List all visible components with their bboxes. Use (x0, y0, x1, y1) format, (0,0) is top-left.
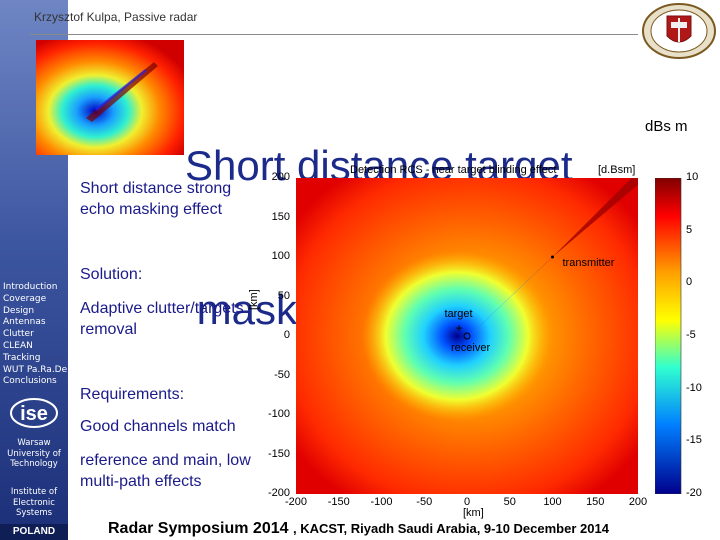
y-tick-label: -100 (267, 408, 290, 420)
nav-item-introduction[interactable]: Introduction (3, 282, 58, 292)
blinding-beam-extension (552, 178, 638, 257)
institute-line: Electronic (13, 497, 55, 508)
university-line: Warsaw (17, 438, 51, 448)
solution-text: Adaptive clutter/targets removal (80, 300, 244, 338)
university-name: Warsaw University of Technology (0, 438, 68, 470)
country-label: POLAND (0, 524, 68, 540)
y-tick-label: -50 (274, 368, 290, 381)
colorbar-unit-label: dBs m (645, 118, 688, 135)
receiver-label: receiver (451, 342, 491, 354)
y-tick-label: 150 (271, 210, 290, 223)
ise-logo: ise (10, 398, 58, 428)
x-tick-label: -50 (416, 496, 433, 508)
x-tick-label: -100 (370, 496, 393, 508)
colorbar-tick-label: -20 (686, 487, 702, 499)
y-tick-label: 50 (277, 289, 290, 302)
chart-title: Detection RCS - near target blinding eff… (350, 164, 557, 176)
bullet-masking: Short distance strong echo masking effec… (80, 180, 232, 218)
nav-item-clean[interactable]: CLEAN (3, 340, 33, 351)
blinding-beam (463, 254, 556, 342)
nav-item-antennas[interactable]: Antennas (3, 317, 46, 328)
institute-name: Institute of Electronic Systems (0, 487, 68, 519)
colorbar-tick-label: -10 (686, 381, 702, 394)
y-axis-label: [km] (248, 289, 260, 310)
y-tick-label: -200 (267, 487, 290, 499)
receiver-sensitivity-zone (362, 251, 552, 421)
sidebar-nav: Introduction Coverage Design Antennas Cl… (3, 282, 67, 388)
x-tick-label: 0 (463, 496, 471, 508)
transmitter-marker (551, 255, 554, 259)
colorbar-tick-label: 10 (686, 171, 699, 183)
y-tick-label: 100 (271, 250, 290, 262)
x-tick-label: 200 (628, 496, 648, 508)
footer-event-name: Radar Symposium 2014 (108, 520, 293, 537)
receiver-marker (463, 332, 471, 340)
x-tick-label: 150 (586, 496, 605, 508)
target-label: target (444, 308, 473, 321)
nav-item-coverage[interactable]: Coverage (3, 293, 47, 304)
x-tick-label: -150 (327, 496, 350, 508)
requirement-channels-match: Good channels match (80, 418, 236, 435)
colorbar-tick-label: -5 (686, 329, 696, 341)
university-line: Technology (10, 459, 58, 469)
thumbnail-heatmap (36, 40, 184, 155)
y-tick-label: 0 (283, 329, 290, 341)
institute-line: Systems (15, 508, 53, 518)
nav-item-design[interactable]: Design (3, 305, 35, 316)
university-emblem (642, 3, 716, 59)
nav-item-wut-parade[interactable]: WUT Pa.Ra.De (3, 364, 68, 375)
nav-item-clutter[interactable]: Clutter (3, 329, 34, 340)
colorbar-tick-label: -15 (686, 434, 702, 447)
requirements-heading: Requirements: (80, 386, 185, 403)
x-tick-label: 50 (503, 496, 516, 508)
solution-heading: Solution: (80, 266, 143, 283)
rcs-heatmap: + (296, 178, 638, 494)
colorbar (655, 178, 682, 494)
university-line: University of (7, 448, 61, 459)
header-divider (30, 34, 638, 35)
footer-event: Radar Symposium 2014 , KACST, Riyadh Sau… (108, 520, 609, 538)
x-tick-label: 100 (543, 496, 562, 508)
footer-location: , KACST, Riyadh Saudi Arabia, 9-10 Decem… (292, 521, 609, 536)
colorbar-tick-label: 0 (686, 276, 693, 289)
x-axis-label: [km] (463, 507, 484, 519)
chart-unit-label: [d.Bsm] (598, 164, 636, 176)
nav-item-conclusions[interactable]: Conclusions (3, 376, 57, 387)
y-tick-label: -150 (267, 447, 290, 460)
x-tick-label: -200 (284, 496, 308, 508)
nav-item-tracking[interactable]: Tracking (3, 352, 41, 363)
requirement-multipath: reference and main, low multi-path effec… (80, 452, 251, 490)
y-tick-label: 200 (271, 171, 290, 183)
institute-line: Institute of (10, 487, 58, 497)
colorbar-tick-label: 5 (686, 223, 693, 236)
target-marker: + (455, 321, 462, 335)
transmitter-label: transmitter (562, 257, 615, 269)
ise-logo-text: ise (20, 403, 48, 425)
author-label: Krzysztof Kulpa, Passive radar (34, 10, 198, 24)
